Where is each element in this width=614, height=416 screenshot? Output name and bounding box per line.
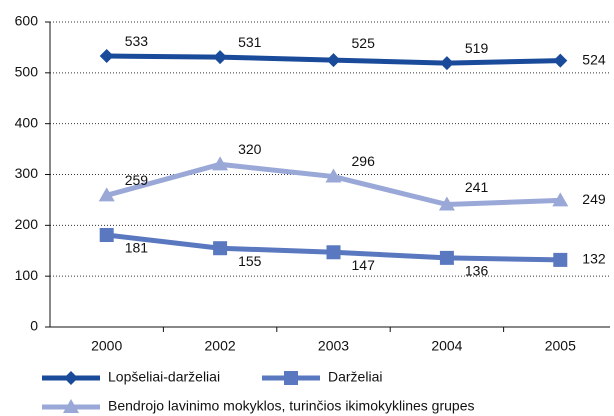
point: [553, 53, 568, 68]
data-label: 531: [238, 34, 262, 50]
data-label: 132: [582, 251, 606, 267]
point: [552, 192, 569, 207]
data-label: 525: [352, 35, 376, 51]
y-tick-label: 200: [15, 216, 39, 232]
data-label: 147: [352, 257, 376, 273]
x-tick-label: 2000: [91, 338, 122, 354]
point: [326, 245, 341, 260]
point: [553, 252, 568, 267]
point: [439, 250, 454, 265]
y-tick-label: 300: [15, 165, 39, 181]
point: [213, 50, 228, 65]
x-tick-label: 2005: [545, 338, 576, 354]
data-label: 533: [125, 33, 149, 49]
point: [212, 156, 229, 171]
y-tick-label: 100: [15, 267, 39, 283]
legend-label: Darželiai: [328, 369, 382, 385]
data-label: 320: [238, 141, 262, 157]
x-tick-label: 2003: [318, 338, 349, 354]
point: [439, 56, 454, 71]
y-tick-label: 500: [15, 64, 39, 80]
data-label: 241: [465, 179, 489, 195]
data-label: 524: [582, 51, 606, 67]
point: [98, 187, 115, 202]
data-label: 136: [465, 263, 489, 279]
point: [326, 53, 341, 68]
legend-marker: [64, 371, 78, 385]
point: [99, 49, 114, 64]
point: [99, 227, 114, 242]
point: [438, 196, 455, 211]
data-label: 181: [125, 240, 149, 256]
point: [325, 168, 342, 183]
point: [213, 241, 228, 256]
y-tick-label: 400: [15, 114, 39, 130]
data-label: 259: [125, 172, 149, 188]
data-label: 519: [465, 40, 489, 56]
y-tick-label: 0: [30, 318, 38, 334]
data-label: 155: [238, 253, 262, 269]
y-tick-label: 600: [15, 13, 39, 29]
data-label: 296: [352, 153, 376, 169]
legend-marker: [63, 399, 79, 413]
legend-label: Bendrojo lavinimo mokyklos, turinčios ik…: [108, 398, 474, 414]
data-label: 249: [582, 191, 606, 207]
legend-marker: [284, 371, 298, 385]
legend-label: Lopšeliai-darželiai: [108, 369, 220, 385]
x-tick-label: 2002: [205, 338, 236, 354]
x-tick-label: 2004: [431, 338, 462, 354]
